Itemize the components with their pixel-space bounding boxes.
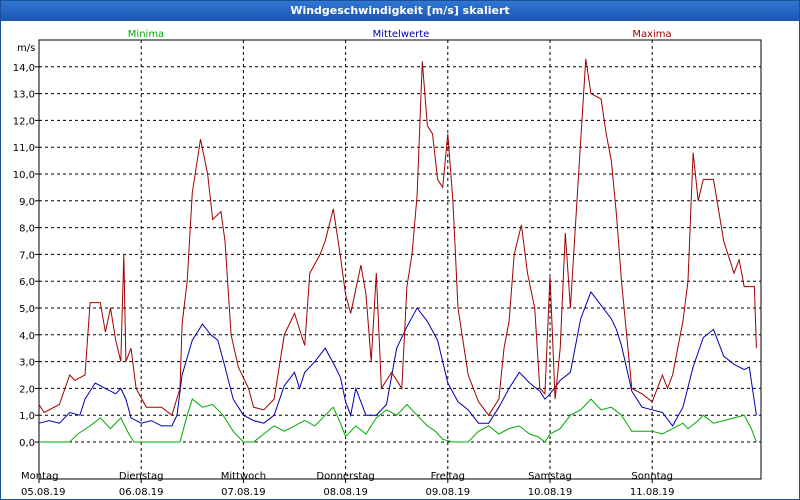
y-tick-label: 1,0 xyxy=(19,411,35,422)
x-date-label: 07.08.19 xyxy=(221,487,266,498)
legend-maxima: Maxima xyxy=(632,29,671,40)
x-date-label: 09.08.19 xyxy=(426,487,471,498)
y-tick-label: 10,0 xyxy=(13,170,35,181)
x-date-label: 05.08.19 xyxy=(21,487,66,498)
grid-lines xyxy=(39,40,761,479)
series-line-mittelwerte xyxy=(38,290,757,427)
x-day-label: Samstag xyxy=(528,471,572,482)
y-tick-label: 13,0 xyxy=(13,90,35,101)
y-tick-labels: 0,0 1,0 2,0 3,0 4,0 5,0 6,0 7,0 8,0 9,0 10,0 11,0 12… xyxy=(13,63,39,449)
y-unit-label: m/s xyxy=(17,43,35,54)
wind-speed-chart: 0,0 1,0 2,0 3,0 4,0 5,0 6,0 7,0 8,0 9,0 10,0 11,0 12… xyxy=(13,29,762,498)
y-tick-label: 2,0 xyxy=(19,384,35,395)
y-tick-label: 7,0 xyxy=(19,250,35,261)
x-day-label: Freitag xyxy=(431,471,465,482)
y-tick-label: 14,0 xyxy=(13,63,35,74)
data-series xyxy=(38,58,757,443)
y-tick-label: 6,0 xyxy=(19,277,35,288)
x-date-label: 08.08.19 xyxy=(323,487,368,498)
y-tick-label: 8,0 xyxy=(19,224,35,235)
x-day-label: Montag xyxy=(21,471,58,482)
y-tick-label: 3,0 xyxy=(19,358,35,369)
x-day-label: Dienstag xyxy=(119,471,164,482)
y-tick-label: 9,0 xyxy=(19,197,35,208)
x-date-label: 10.08.19 xyxy=(528,487,573,498)
y-tick-label: 11,0 xyxy=(13,143,35,154)
y-tick-label: 5,0 xyxy=(19,304,35,315)
y-tick-label: 12,0 xyxy=(13,116,35,127)
x-day-label: Mittwoch xyxy=(221,471,266,482)
legend-mittelwerte: Mittelwerte xyxy=(373,29,430,40)
x-day-label: Sonntag xyxy=(631,471,673,482)
x-date-label: 11.08.19 xyxy=(630,487,675,498)
window-title: Windgeschwindigkeit [m/s] skaliert xyxy=(1,1,799,21)
y-tick-label: 0,0 xyxy=(19,438,35,449)
series-line-maxima xyxy=(38,58,757,417)
series-line-minima xyxy=(39,398,757,443)
day-labels: Montag 05.08.19 Dienstag 06.08.19 Mittwoch 07… xyxy=(21,471,674,498)
x-date-label: 06.08.19 xyxy=(119,487,164,498)
x-day-label: Donnerstag xyxy=(316,471,374,482)
y-tick-label: 4,0 xyxy=(19,331,35,342)
legend-minima: Minima xyxy=(128,29,164,40)
